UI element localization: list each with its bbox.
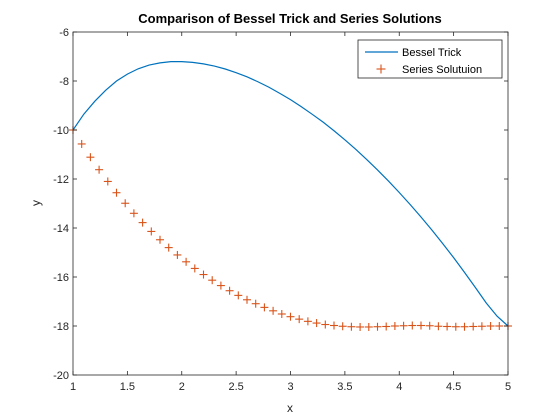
x-axis-label: x: [287, 401, 293, 415]
x-tick-label: 2: [179, 381, 185, 393]
ticks-layer: 1 1.5 2 2.5 3 3.5 4 4.5 5 -20 -18 -16 -14 -12 -10 -8 -6: [53, 27, 511, 393]
series-solution-marker: [486, 322, 495, 330]
series-solution-marker: [443, 322, 452, 331]
y-axis-label: y: [29, 200, 43, 206]
series-solution-marker: [469, 322, 478, 331]
x-tick-label: 3: [287, 381, 293, 393]
series-solution-marker: [182, 257, 191, 266]
series-solution-marker: [364, 322, 373, 331]
series-solution-marker: [399, 321, 408, 330]
y-tick-label: -6: [59, 27, 69, 39]
x-tick-label: 2.5: [228, 381, 243, 393]
y-tick-label: -18: [53, 321, 69, 333]
series-solution-marker: [121, 199, 130, 208]
x-tick-label: 4.5: [446, 381, 461, 393]
series-solution-marker: [460, 322, 469, 331]
series-solution-marker: [330, 321, 338, 330]
series-solution-marker: [269, 306, 278, 315]
series-solution-marker: [86, 153, 95, 162]
series-solution-marker: [138, 218, 147, 227]
x-tick-label: 1.5: [120, 381, 135, 393]
series-solution-marker: [390, 322, 399, 330]
series-solution-marker: [417, 321, 425, 330]
y-tick-label: -12: [53, 174, 69, 186]
series-solution-marker: [190, 264, 199, 273]
series-solution-marker: [164, 243, 173, 252]
y-tick-label: -8: [59, 76, 69, 88]
series-solution-marker: [356, 322, 365, 331]
series-solution-marker: [312, 319, 321, 328]
series-solution-marker: [129, 209, 138, 218]
series-solution-marker: [147, 227, 156, 236]
series-layer: [69, 61, 512, 331]
plot-area: [73, 32, 508, 375]
series-solution-marker: [286, 312, 295, 321]
series-solution-marker: [243, 295, 251, 304]
chart-title: Comparison of Bessel Trick and Series So…: [138, 11, 441, 26]
series-solution-marker: [225, 286, 234, 295]
series-solution-marker: [338, 322, 347, 331]
legend-series-label: Series Solutuion: [402, 64, 482, 76]
legend: Bessel Trick Series Solutuion: [357, 39, 503, 79]
series-solution-marker: [208, 276, 217, 285]
series-solution-marker: [347, 322, 356, 331]
y-tick-label: -20: [53, 370, 69, 382]
legend-series-plus-swatch: [376, 64, 386, 74]
series-solution-marker: [408, 321, 417, 330]
x-tick-label: 4: [396, 381, 402, 393]
series-solution-marker: [77, 139, 86, 148]
x-tick-label: 3.5: [337, 381, 352, 393]
series-solution-marker: [295, 315, 304, 324]
series-solution-marker: [434, 322, 443, 331]
series-solution-marker: [260, 303, 269, 312]
series-solution-marker: [234, 291, 243, 300]
series-solution-marker: [112, 188, 121, 197]
series-solution-marker: [277, 309, 286, 318]
x-tick-label: 5: [505, 381, 511, 393]
series-solution-marker: [216, 281, 225, 290]
series-solution-marker: [382, 322, 391, 331]
legend-box: [357, 39, 503, 79]
series-solution-marker: [95, 165, 104, 174]
series-solution-marker: [495, 322, 504, 330]
series-solution-marker: [451, 322, 460, 331]
y-tick-label: -10: [53, 125, 69, 137]
series-solution-marker: [156, 235, 164, 244]
x-tick-label: 1: [70, 381, 76, 393]
series-solution-marker: [373, 322, 382, 331]
series-solution-marker: [303, 317, 312, 326]
legend-bessel-label: Bessel Trick: [402, 47, 462, 59]
bessel-trick-line: [72, 61, 509, 327]
series-solution-marker: [321, 320, 330, 329]
series-solution-marker: [103, 177, 112, 186]
series-solution-marker: [251, 299, 260, 308]
series-solution-marker: [477, 322, 486, 331]
y-tick-label: -14: [53, 223, 69, 235]
series-solution-marker: [199, 270, 208, 279]
series-solution-marker: [425, 321, 434, 330]
series-solution-marker: [173, 250, 182, 259]
y-tick-label: -16: [53, 272, 69, 284]
